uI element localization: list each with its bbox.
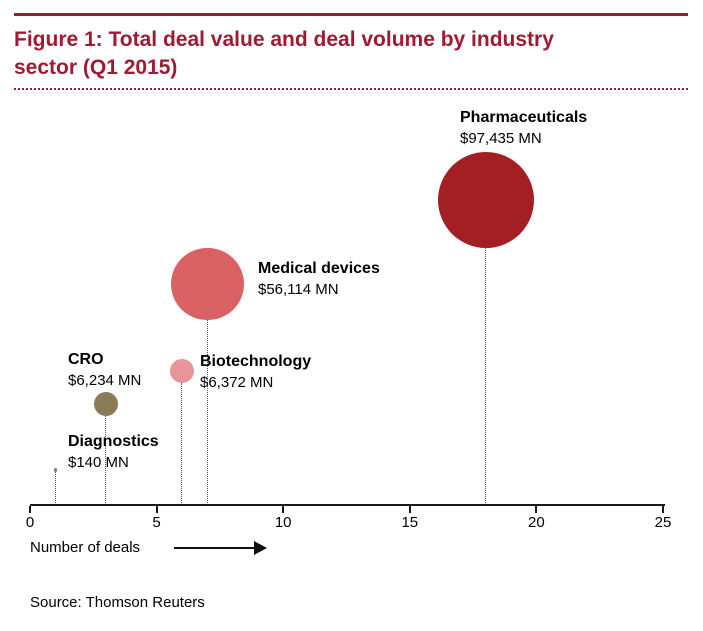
sector-value: $97,435 MN: [460, 130, 542, 147]
bubble-diagnostics: [53, 468, 58, 472]
source-text: Source: Thomson Reuters: [30, 594, 205, 611]
x-tick-10: [282, 506, 285, 513]
x-tick-15: [408, 506, 411, 513]
x-tick-label-5: 5: [152, 514, 161, 531]
x-axis: [30, 504, 665, 506]
bubble-label-diagnostics: Diagnostics $140 MN: [68, 431, 159, 473]
sector-value: $6,372 MN: [200, 374, 274, 391]
figure-title: Figure 1: Total deal value and deal volu…: [14, 28, 554, 79]
sector-name: CRO: [68, 351, 104, 368]
bubble-pharmaceuticals: [437, 152, 534, 248]
sector-name: Diagnostics: [68, 433, 159, 450]
x-tick-label-25: 25: [654, 514, 672, 531]
x-tick-label-0: 0: [25, 514, 35, 531]
bubble-cro: [93, 391, 119, 417]
x-tick-0: [29, 506, 31, 513]
x-tick-25: [662, 506, 664, 513]
x-tick-label-15: 15: [401, 514, 419, 531]
drop-line-pharmaceuticals: [485, 248, 487, 505]
bubble-medical-devices: [170, 247, 244, 321]
bubble-label-medical-devices: Medical devices $56,114 MN: [258, 258, 380, 300]
sector-value: $56,114 MN: [258, 281, 339, 298]
sector-value: $6,234 MN: [68, 372, 142, 389]
x-axis-label: Number of deals: [30, 539, 141, 556]
title-top-rule: [14, 13, 688, 16]
bubble-label-pharmaceuticals: Pharmaceuticals $97,435 MN: [460, 107, 587, 149]
x-tick-label-20: 20: [528, 514, 545, 531]
bubble-biotechnology: [169, 358, 195, 384]
drop-line-medical-devices: [206, 320, 208, 505]
sector-value: $140 MN: [68, 454, 129, 471]
title-dotted-rule: [14, 88, 688, 90]
x-tick-20: [535, 506, 538, 513]
drop-line-diagnostics: [54, 471, 56, 505]
sector-name: Medical devices: [258, 260, 380, 277]
x-tick-5: [155, 506, 158, 513]
bubble-label-cro: CRO $6,234 MN: [68, 349, 141, 391]
drop-line-cro: [105, 416, 107, 505]
sector-name: Pharmaceuticals: [460, 109, 588, 126]
bubble-label-biotechnology: Biotechnology $6,372 MN: [200, 351, 311, 393]
x-tick-label-10: 10: [274, 514, 292, 531]
x-axis-arrow: [174, 547, 254, 549]
x-axis-arrow-head: [254, 541, 267, 555]
sector-name: Biotechnology: [200, 353, 312, 370]
drop-line-biotechnology: [181, 383, 183, 505]
